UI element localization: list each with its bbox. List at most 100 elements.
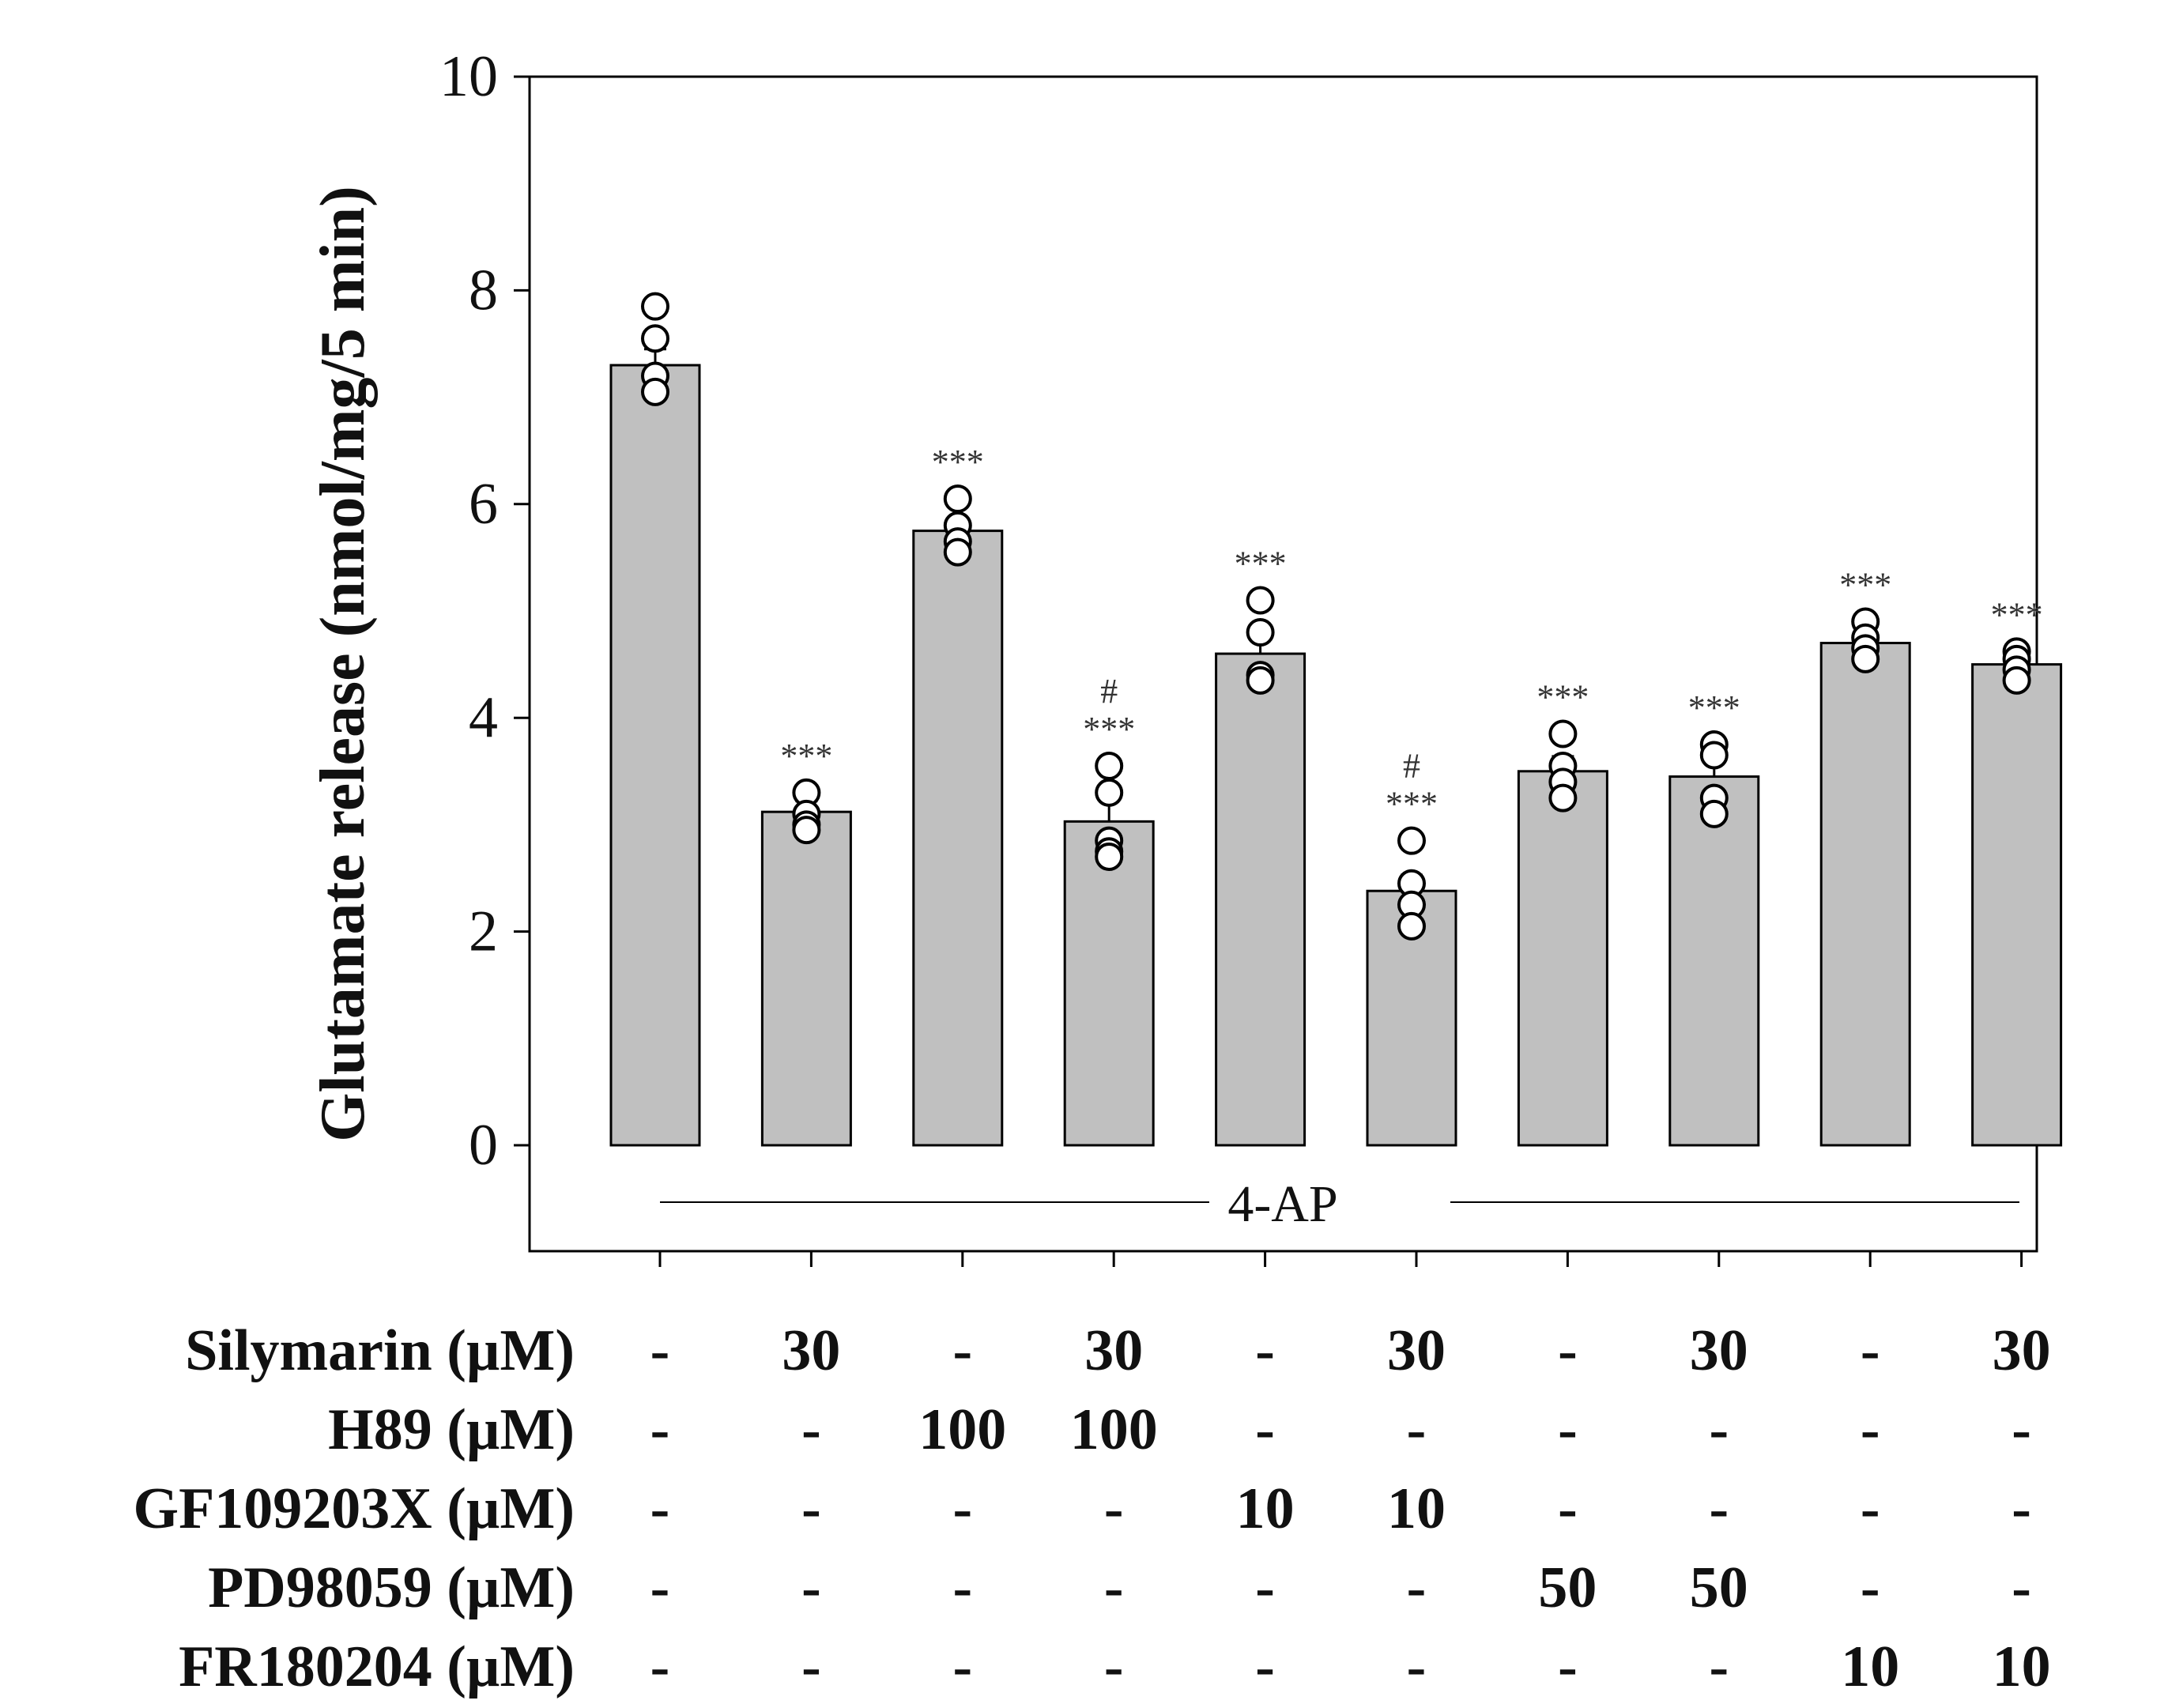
treatment-row-label: GF109203X (µM) — [134, 1476, 575, 1541]
data-point — [641, 324, 669, 353]
y-tick-label: 2 — [469, 899, 498, 964]
data-point — [641, 292, 669, 321]
bar — [1517, 770, 1608, 1147]
treatment-cell: - — [650, 1555, 670, 1620]
significance-marker: *** — [1839, 566, 1891, 605]
treatment-cell: - — [1255, 1634, 1275, 1699]
treatment-cell: - — [1558, 1318, 1578, 1383]
data-point — [2002, 665, 2031, 695]
treatment-cell: - — [650, 1397, 670, 1462]
treatment-cell: - — [1407, 1555, 1427, 1620]
significance-marker: *** — [1536, 677, 1589, 716]
treatment-cell: - — [1104, 1555, 1124, 1620]
treatment-cell: - — [1104, 1634, 1124, 1699]
data-point — [1699, 741, 1729, 770]
bar — [1971, 663, 2063, 1147]
treatment-cell: - — [1104, 1476, 1124, 1541]
treatment-cell: - — [801, 1555, 821, 1620]
data-point — [1095, 752, 1124, 781]
significance-marker: *** — [1235, 544, 1287, 583]
treatment-cell: - — [1407, 1397, 1427, 1462]
treatment-cell: - — [1709, 1397, 1729, 1462]
treatment-cell: - — [801, 1397, 821, 1462]
y-tick-label: 6 — [469, 472, 498, 537]
treatment-cell: - — [801, 1634, 821, 1699]
significance-marker: *** — [1083, 710, 1135, 748]
treatment-cell: - — [1709, 1476, 1729, 1541]
bar — [1215, 652, 1306, 1147]
significance-marker: *** — [780, 737, 832, 775]
treatment-cell: - — [1407, 1634, 1427, 1699]
data-point — [943, 484, 972, 514]
treatment-cell: - — [1861, 1318, 1880, 1383]
data-point — [1246, 665, 1275, 695]
treatment-cell: 30 — [1084, 1318, 1143, 1383]
treatment-cell: 30 — [1993, 1318, 2051, 1383]
treatment-cell: 10 — [1387, 1476, 1446, 1541]
treatment-cell: - — [1255, 1318, 1275, 1383]
data-point — [641, 377, 669, 406]
y-axis-label: Glutamate release (nmol/mg/5 min) — [308, 186, 378, 1141]
significance-marker: *** — [1386, 785, 1438, 824]
data-point — [1548, 719, 1578, 748]
treatment-row-label: PD98059 (µM) — [208, 1555, 575, 1620]
treatment-cell: 10 — [1236, 1476, 1295, 1541]
treatment-cell: - — [1255, 1555, 1275, 1620]
treatment-cell: - — [1558, 1476, 1578, 1541]
treatment-cell: 30 — [782, 1318, 840, 1383]
bar — [760, 810, 852, 1147]
data-point — [1246, 586, 1275, 615]
treatment-row-label: Silymarin (µM) — [185, 1318, 575, 1383]
y-tick-label: 4 — [469, 685, 498, 750]
treatment-cell: - — [1255, 1397, 1275, 1462]
bar — [1063, 820, 1155, 1147]
data-point — [1095, 842, 1124, 871]
treatment-cell: - — [1861, 1476, 1880, 1541]
treatment-cell: - — [801, 1476, 821, 1541]
treatment-cell: - — [1861, 1555, 1880, 1620]
treatment-cell: - — [952, 1476, 972, 1541]
treatment-cell: - — [1558, 1634, 1578, 1699]
data-point — [792, 816, 821, 845]
treatment-cell: 100 — [918, 1397, 1006, 1462]
treatment-cell: - — [650, 1476, 670, 1541]
treatment-cell: - — [2012, 1476, 2031, 1541]
y-tick-label: 8 — [469, 258, 498, 322]
treatment-cell: - — [650, 1318, 670, 1383]
bars: *********#******#*** ********* — [609, 292, 2063, 1267]
treatment-cell: - — [952, 1634, 972, 1699]
significance-marker: *** — [1991, 595, 2043, 634]
treatment-cell: - — [2012, 1555, 2031, 1620]
treatment-cell: - — [1861, 1397, 1880, 1462]
treatment-row-label: H89 (µM) — [328, 1397, 575, 1462]
treatment-cell: - — [2012, 1397, 2031, 1462]
treatment-row-label: FR180204 (µM) — [179, 1634, 575, 1699]
y-axis: 0 2 4 6 8 10 — [439, 44, 530, 1178]
bar — [1668, 775, 1760, 1147]
bar — [912, 530, 1004, 1147]
treatment-cell: - — [650, 1634, 670, 1699]
treatment-cell: 30 — [1690, 1318, 1748, 1383]
treatment-cell: 50 — [1538, 1555, 1597, 1620]
data-point — [1095, 778, 1124, 807]
y-tick-label: 10 — [439, 44, 498, 109]
significance-marker: *** — [1688, 688, 1740, 727]
treatment-cell: 50 — [1690, 1555, 1748, 1620]
treatment-table: Silymarin (µM) - 30 - 30 - 30 - 30 - 30 H89 (µM) - - 1… — [134, 1318, 2051, 1699]
stimulus-line: 4-AP — [660, 1175, 2019, 1233]
treatment-cell: - — [1558, 1397, 1578, 1462]
treatment-cell: - — [952, 1318, 972, 1383]
treatment-cell: 10 — [1841, 1634, 1899, 1699]
data-point — [943, 537, 972, 567]
significance-marker-hash: # — [1403, 747, 1420, 786]
data-point — [1246, 618, 1275, 647]
data-point — [1397, 911, 1426, 941]
treatment-cell: 100 — [1070, 1397, 1158, 1462]
data-point — [1548, 783, 1578, 813]
treatment-cell: 30 — [1387, 1318, 1446, 1383]
stimulus-label: 4-AP — [1227, 1175, 1337, 1233]
treatment-cell: - — [952, 1555, 972, 1620]
y-tick-label: 0 — [469, 1113, 498, 1178]
data-point — [1851, 644, 1880, 673]
